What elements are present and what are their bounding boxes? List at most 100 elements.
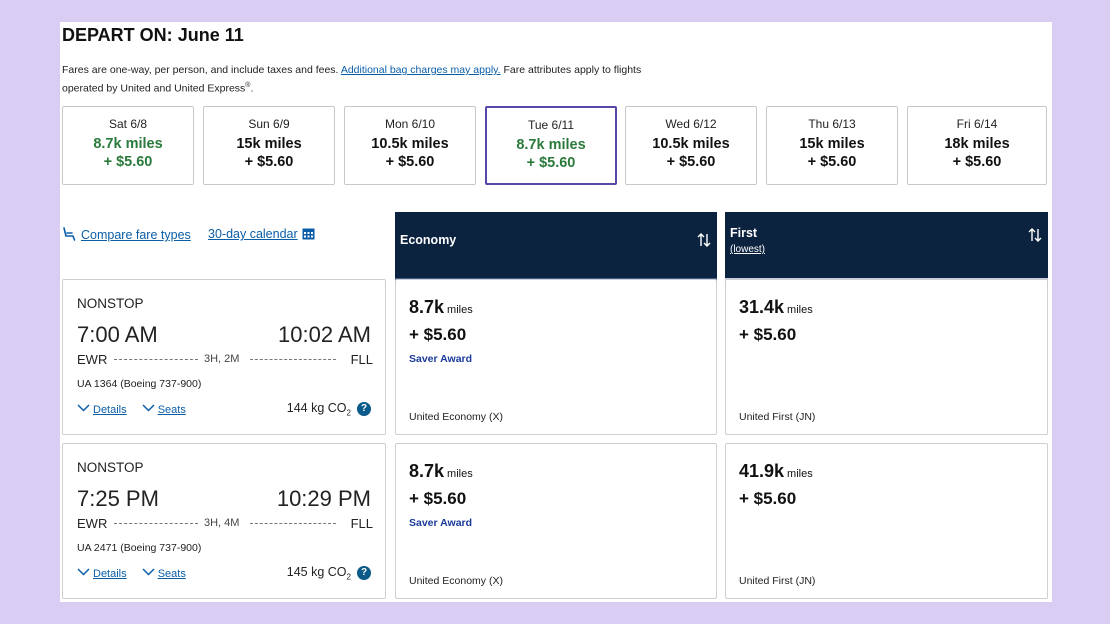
co2-emissions: 144 kg CO2? — [287, 401, 371, 418]
date-day: Wed 6/12 — [665, 117, 717, 131]
date-day: Tue 6/11 — [527, 118, 575, 132]
economy-cabin-header[interactable]: Economy — [395, 212, 717, 282]
stops-label: NONSTOP — [77, 460, 144, 475]
page-title: DEPART ON: June 11 — [62, 25, 244, 46]
fare-miles: 41.9k miles — [739, 461, 813, 482]
fare-miles: 8.7k miles — [409, 297, 473, 318]
route-line — [114, 523, 198, 524]
fare-class: United First (JN) — [739, 411, 816, 423]
fare-fee: + $5.60 — [409, 325, 467, 344]
date-selector: Sat 6/8 8.7k miles + $5.60 Sun 6/9 15k m… — [62, 106, 1048, 186]
details-toggle[interactable]: Details — [77, 568, 127, 580]
fare-miles-value: 8.7k — [409, 461, 445, 481]
date-fee: + $5.60 — [807, 154, 857, 170]
question-icon[interactable]: ? — [357, 402, 371, 416]
date-card-sun-6-9[interactable]: Sun 6/9 15k miles + $5.60 — [203, 106, 335, 185]
fare-note-text: Fares are one-way, per person, and inclu… — [62, 64, 339, 76]
question-icon[interactable]: ? — [357, 566, 371, 580]
fare-note-operated: operated by United and United Express — [62, 82, 246, 95]
date-card-thu-6-13[interactable]: Thu 6/13 15k miles + $5.60 — [766, 106, 898, 185]
destination-airport: FLL — [350, 352, 373, 367]
fare-miles: 8.7k miles — [409, 461, 473, 482]
arrival-time: 10:29 PM — [276, 486, 371, 511]
fare-fee: + $5.60 — [739, 489, 797, 508]
sort-arrows-icon[interactable] — [697, 232, 711, 248]
seats-label: Seats — [157, 404, 186, 416]
title-date: June 11 — [177, 25, 244, 45]
flight-duration: 3H, 4M — [204, 517, 240, 529]
fare-miles: 31.4k miles — [739, 297, 813, 318]
seat-icon — [63, 227, 76, 241]
fare-miles-unit: miles — [787, 304, 813, 316]
registered-mark: ® — [245, 82, 251, 89]
date-miles: 8.7k miles — [516, 137, 586, 153]
sort-arrows-icon[interactable] — [1028, 227, 1042, 243]
date-day: Fri 6/14 — [956, 117, 998, 131]
fare-miles-value: 31.4k — [739, 297, 785, 317]
fare-fee: + $5.60 — [739, 325, 797, 344]
date-fee: + $5.60 — [385, 154, 435, 170]
route-line — [114, 359, 198, 360]
arrival-time: 10:02 AM — [278, 322, 371, 347]
first-fare-card[interactable]: 41.9k miles + $5.60 United First (JN) — [725, 443, 1048, 599]
date-day: Mon 6/10 — [384, 117, 436, 131]
chevron-down-icon — [77, 404, 90, 412]
chevron-down-icon — [142, 568, 155, 576]
seats-toggle[interactable]: Seats — [142, 568, 186, 580]
fare-note-end: . — [250, 82, 254, 95]
date-fee: + $5.60 — [666, 154, 716, 170]
date-day: Thu 6/13 — [808, 117, 856, 131]
first-cabin-header[interactable]: First (lowest) — [725, 212, 1048, 284]
bag-charges-link[interactable]: Additional bag charges may apply. — [340, 64, 501, 76]
co2-emissions: 145 kg CO2? — [287, 565, 371, 582]
compare-fare-types-label: Compare fare types — [81, 228, 191, 242]
co2-value: 145 kg CO — [286, 565, 347, 579]
date-card-mon-6-10[interactable]: Mon 6/10 10.5k miles + $5.60 — [344, 106, 476, 185]
thirty-day-calendar-link[interactable]: 30-day calendar — [208, 227, 315, 241]
route-line — [250, 523, 336, 524]
first-cabin-lowest-label: (lowest) — [730, 244, 766, 255]
date-fee: + $5.60 — [952, 154, 1002, 170]
route: EWR 3H, 4M FLL — [77, 516, 373, 532]
flight-aircraft: UA 1364 (Boeing 737-900) — [77, 378, 202, 390]
fare-miles-value: 8.7k — [409, 297, 445, 317]
date-day: Sun 6/9 — [248, 117, 290, 131]
economy-fare-card[interactable]: 8.7k miles + $5.60 Saver Award United Eco… — [395, 279, 717, 435]
date-miles: 8.7k miles — [93, 136, 163, 152]
date-miles: 15k miles — [236, 136, 302, 152]
date-miles: 10.5k miles — [371, 136, 449, 152]
co2-subscript: 2 — [346, 408, 351, 418]
flight-duration: 3H, 2M — [204, 353, 240, 365]
route: EWR 3H, 2M FLL — [77, 352, 373, 368]
economy-fare-card[interactable]: 8.7k miles + $5.60 Saver Award United Eco… — [395, 443, 717, 599]
economy-cabin-name: Economy — [400, 233, 457, 247]
date-card-sat-6-8[interactable]: Sat 6/8 8.7k miles + $5.60 — [62, 106, 194, 185]
compare-fare-types-link[interactable]: Compare fare types — [62, 227, 191, 242]
title-prefix: DEPART ON: — [62, 25, 173, 45]
fare-class: United First (JN) — [739, 575, 816, 587]
departure-time: 7:25 PM — [77, 486, 159, 511]
date-card-wed-6-12[interactable]: Wed 6/12 10.5k miles + $5.60 — [625, 106, 757, 185]
date-card-fri-6-14[interactable]: Fri 6/14 18k miles + $5.60 — [907, 106, 1047, 185]
details-label: Details — [93, 568, 127, 580]
flight-card: NONSTOP 7:00 AM 10:02 AM EWR 3H, 2M FLL … — [62, 279, 386, 435]
first-fare-card[interactable]: 31.4k miles + $5.60 United First (JN) — [725, 279, 1048, 435]
fare-miles-unit: miles — [787, 468, 813, 480]
thirty-day-calendar-label: 30-day calendar — [208, 227, 298, 241]
departure-time: 7:00 AM — [77, 322, 158, 347]
details-toggle[interactable]: Details — [77, 404, 127, 416]
date-miles: 10.5k miles — [652, 136, 730, 152]
fare-class: United Economy (X) — [409, 411, 503, 423]
chevron-down-icon — [77, 568, 90, 576]
flight-card: NONSTOP 7:25 PM 10:29 PM EWR 3H, 4M FLL … — [62, 443, 386, 599]
date-fee: + $5.60 — [526, 155, 576, 171]
co2-value: 144 kg CO — [286, 401, 347, 415]
seats-toggle[interactable]: Seats — [142, 404, 186, 416]
origin-airport: EWR — [77, 516, 108, 531]
results-panel: DEPART ON: June 11 Fares are one-way, pe… — [60, 22, 1052, 602]
seats-label: Seats — [157, 568, 186, 580]
date-card-tue-6-11[interactable]: Tue 6/11 8.7k miles + $5.60 — [485, 106, 617, 185]
fare-note: Fares are one-way, per person, and inclu… — [62, 63, 702, 97]
route-line — [250, 359, 336, 360]
flight-links: Details Seats — [77, 404, 198, 416]
